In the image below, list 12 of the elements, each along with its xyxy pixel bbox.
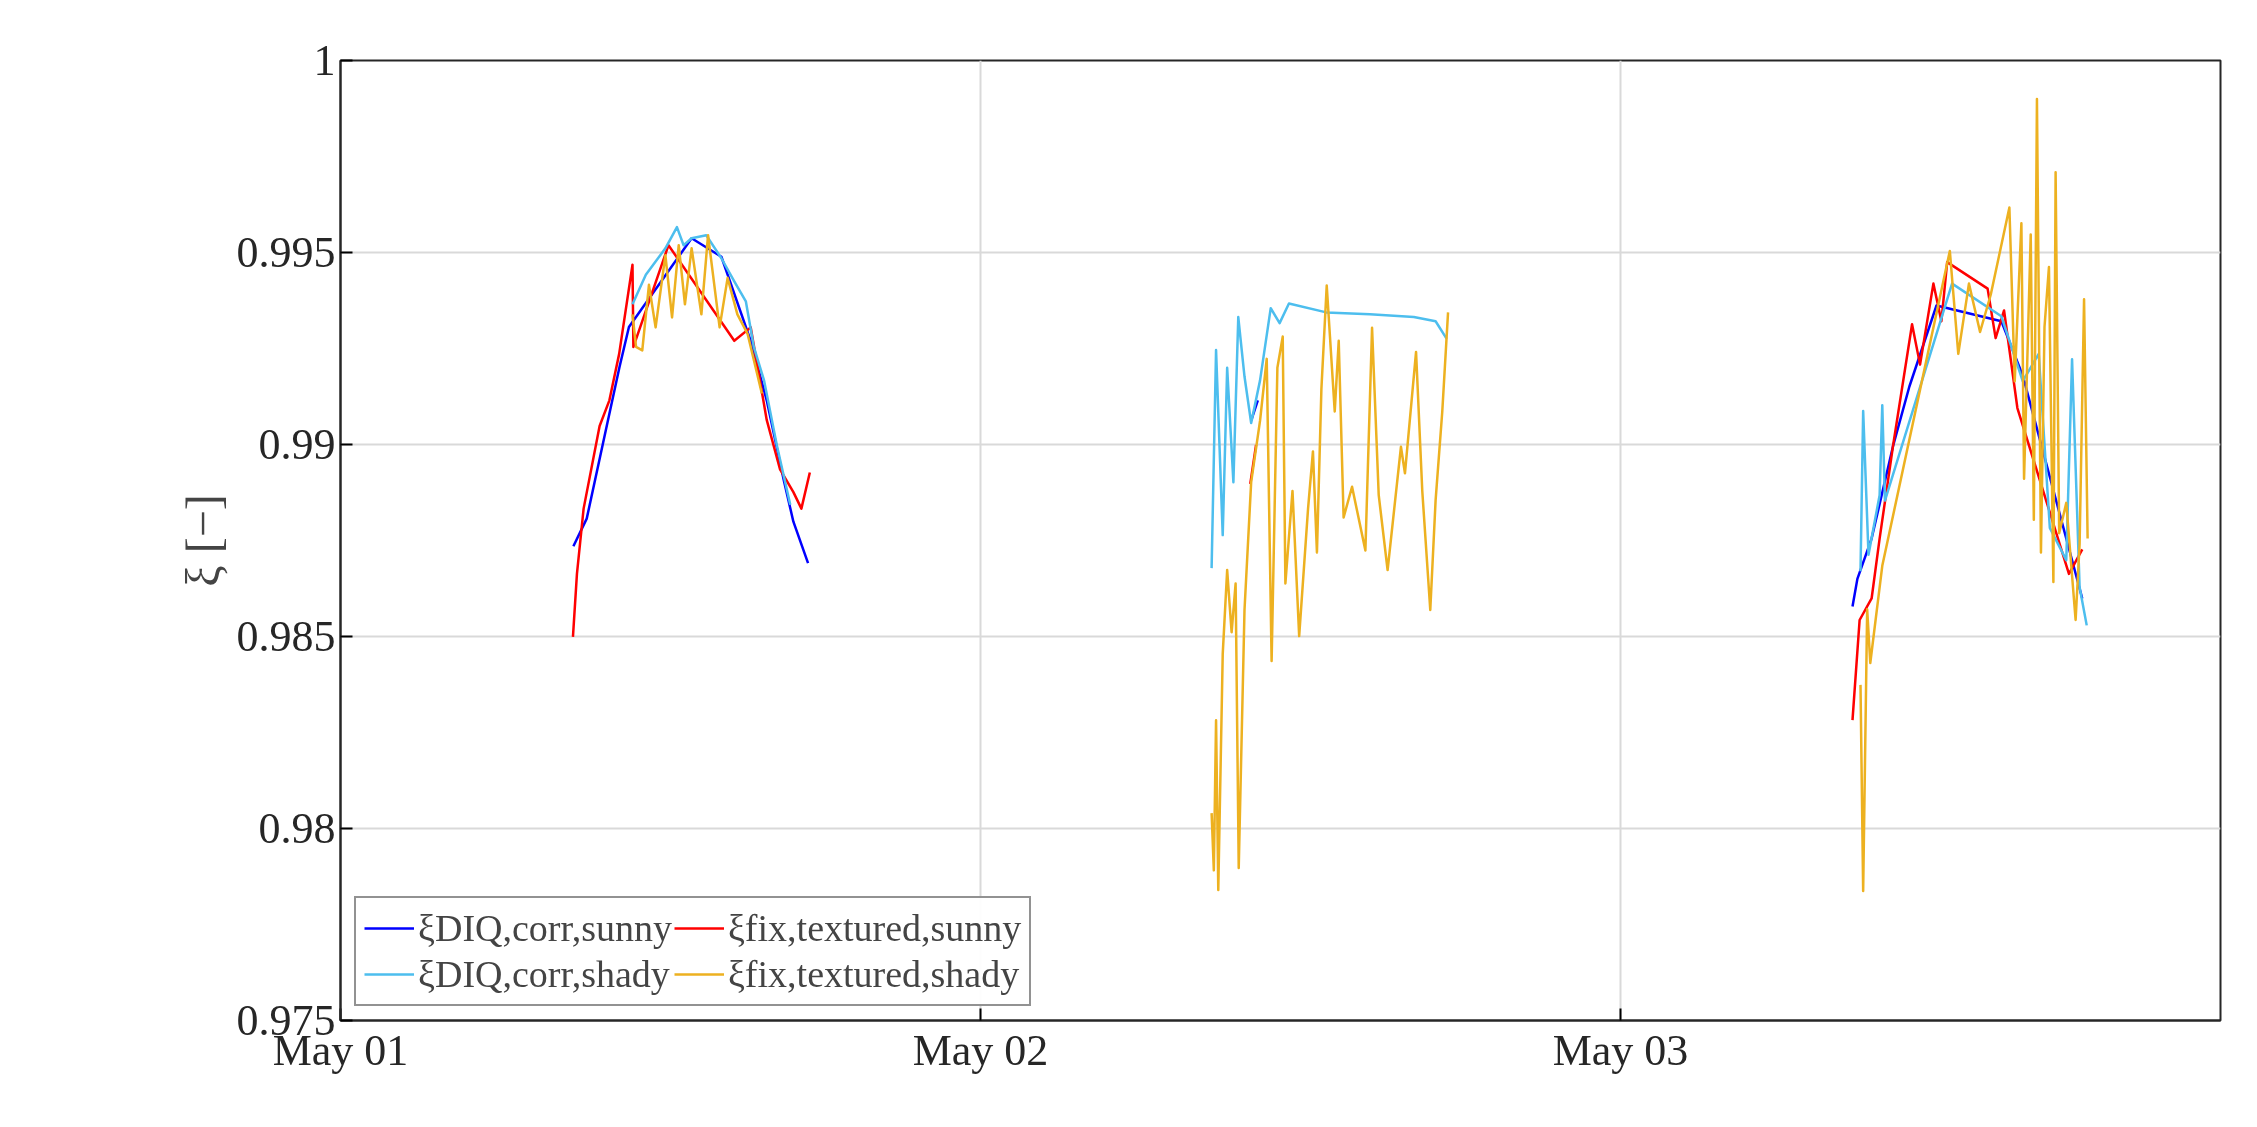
legend-label: ξDIQ,corr,sunny: [418, 906, 672, 950]
x-tick-label: May 02: [912, 1025, 1049, 1075]
legend-label: ξfix,textured,shady: [727, 952, 1020, 996]
y-tick-label: 0.98: [258, 804, 336, 853]
legend-label: ξfix,textured,sunny: [727, 906, 1022, 950]
legend-label: ξDIQ,corr,shady: [418, 952, 670, 996]
y-tick-label: 1: [313, 36, 336, 85]
y-tick-label: 0.99: [258, 420, 336, 469]
y-tick-label: 0.985: [236, 612, 336, 661]
y-axis-title: ξ [−]: [175, 494, 229, 587]
y-tick-label: 0.995: [236, 228, 336, 277]
x-tick-label: May 03: [1552, 1025, 1689, 1075]
